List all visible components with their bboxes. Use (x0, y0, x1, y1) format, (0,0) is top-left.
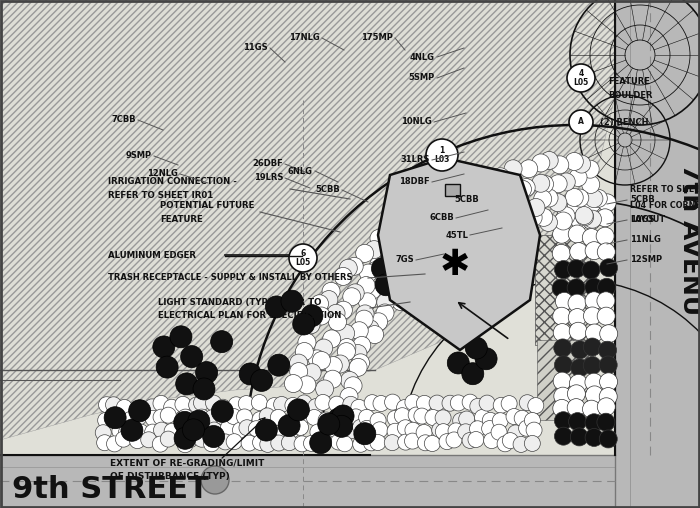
Circle shape (365, 326, 384, 343)
Circle shape (524, 209, 542, 227)
Circle shape (129, 400, 150, 422)
Circle shape (416, 200, 434, 218)
Circle shape (384, 249, 402, 267)
Circle shape (251, 395, 267, 410)
Circle shape (228, 397, 244, 413)
Circle shape (501, 396, 517, 411)
Text: LAYOUT: LAYOUT (630, 215, 665, 225)
Circle shape (337, 343, 356, 361)
Circle shape (356, 244, 374, 262)
Circle shape (112, 423, 128, 439)
Circle shape (568, 308, 586, 327)
Circle shape (570, 243, 588, 261)
Circle shape (417, 435, 433, 451)
Circle shape (428, 237, 446, 255)
Circle shape (453, 412, 469, 429)
Circle shape (328, 313, 346, 331)
Circle shape (599, 430, 617, 448)
Text: REFER TO SHEET IR01: REFER TO SHEET IR01 (108, 192, 214, 201)
Circle shape (475, 348, 497, 370)
Circle shape (193, 378, 215, 400)
Circle shape (600, 373, 617, 391)
Text: ALUMINUM EDGER: ALUMINUM EDGER (108, 251, 196, 261)
Circle shape (344, 377, 362, 395)
Circle shape (387, 410, 403, 426)
Circle shape (323, 330, 341, 348)
Circle shape (238, 396, 254, 411)
Circle shape (268, 354, 290, 376)
Circle shape (519, 160, 538, 178)
Circle shape (429, 229, 447, 247)
Circle shape (296, 395, 312, 411)
Circle shape (239, 420, 255, 436)
Circle shape (492, 218, 510, 236)
Circle shape (252, 411, 268, 427)
Circle shape (438, 225, 456, 242)
Circle shape (343, 423, 359, 439)
Circle shape (532, 154, 550, 172)
Circle shape (330, 416, 353, 437)
Circle shape (106, 436, 122, 452)
Circle shape (418, 223, 436, 241)
Circle shape (484, 180, 503, 199)
Circle shape (145, 424, 161, 440)
Circle shape (98, 412, 113, 428)
Circle shape (584, 278, 603, 296)
Circle shape (284, 422, 300, 438)
Circle shape (527, 199, 545, 216)
Circle shape (295, 342, 314, 361)
Circle shape (363, 281, 381, 299)
Circle shape (424, 188, 442, 206)
Circle shape (309, 432, 332, 454)
Circle shape (405, 433, 421, 449)
Circle shape (468, 188, 485, 206)
Circle shape (304, 435, 319, 452)
Text: 4NLG: 4NLG (410, 52, 435, 61)
Circle shape (349, 344, 367, 363)
Circle shape (470, 211, 488, 229)
Circle shape (346, 284, 364, 302)
Circle shape (598, 341, 617, 359)
Circle shape (472, 206, 490, 224)
Circle shape (116, 399, 132, 416)
Circle shape (145, 410, 161, 426)
Circle shape (340, 259, 357, 277)
Circle shape (549, 175, 567, 193)
Circle shape (370, 229, 388, 247)
Polygon shape (0, 455, 700, 508)
Circle shape (484, 225, 502, 243)
Circle shape (121, 419, 143, 441)
Circle shape (372, 258, 393, 279)
Circle shape (160, 407, 176, 423)
Circle shape (524, 435, 540, 452)
Circle shape (478, 229, 496, 247)
Circle shape (475, 174, 493, 192)
Circle shape (549, 194, 567, 212)
Circle shape (585, 386, 603, 404)
Circle shape (491, 203, 508, 221)
Circle shape (468, 173, 486, 190)
Circle shape (363, 435, 379, 451)
Circle shape (241, 435, 257, 451)
Circle shape (408, 407, 424, 423)
Circle shape (582, 229, 601, 246)
Circle shape (517, 179, 536, 197)
Circle shape (510, 220, 528, 238)
Circle shape (487, 202, 505, 219)
Circle shape (204, 436, 220, 452)
Circle shape (351, 399, 367, 416)
Circle shape (391, 269, 413, 292)
Circle shape (188, 397, 204, 413)
Circle shape (419, 242, 437, 260)
Circle shape (354, 423, 376, 444)
Circle shape (327, 304, 345, 322)
Circle shape (524, 412, 540, 428)
Circle shape (185, 413, 201, 429)
Circle shape (99, 397, 115, 412)
Circle shape (395, 259, 412, 277)
Circle shape (345, 258, 363, 275)
Circle shape (402, 275, 421, 293)
Circle shape (312, 307, 330, 325)
Circle shape (248, 421, 265, 437)
